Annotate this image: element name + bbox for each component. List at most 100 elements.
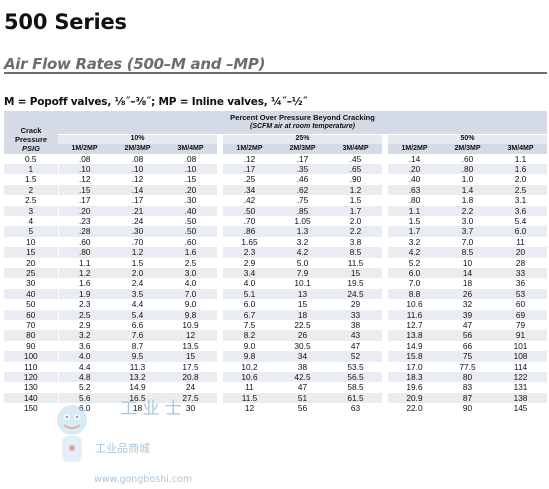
- pressure-cell: 70: [4, 320, 59, 331]
- table-row: 25 1.2 2.0 3.0 3.4 7.9 15 6.0 14 33: [4, 267, 547, 279]
- pressure-cell: 120: [4, 372, 59, 383]
- section-subtitle: Air Flow Rates (500–M and –MP): [4, 55, 266, 73]
- flow-cell: 10.6: [406, 299, 423, 310]
- flow-cell: .08: [78, 153, 91, 164]
- pressure-cell: 0.5: [4, 153, 59, 164]
- flow-cell: 4.2: [388, 247, 441, 258]
- flow-cell: 2.5: [494, 184, 547, 196]
- flow-cell: .46: [296, 174, 309, 185]
- flow-cell: 38: [350, 320, 361, 330]
- flow-cell: 1.5: [408, 215, 421, 226]
- flow-cell: 91: [494, 330, 547, 341]
- table-row: 110 4.4 11.3 17.5 10.2 38 53.5 17.0 77.5 114: [4, 361, 547, 373]
- pressure-cell: 10: [4, 236, 59, 248]
- flow-cell: .08: [184, 153, 197, 164]
- column-header: 3M/4MP: [164, 143, 217, 154]
- flow-cell: 1.6: [164, 247, 217, 258]
- flow-cell: .20: [58, 205, 111, 216]
- flow-cell: .20: [388, 163, 441, 175]
- flow-cell: 2.0: [111, 267, 164, 279]
- pressure-cell: 4: [4, 215, 59, 227]
- flow-cell: 6.6: [131, 320, 144, 330]
- pressure-cell: 20: [4, 257, 59, 268]
- table-row: 10 .60 .70 .60 1.65 3.2 3.8 3.2 7.0 11: [4, 236, 547, 248]
- flow-cell: 58.5: [347, 382, 364, 393]
- flow-cell: 2.0: [349, 215, 362, 226]
- column-header: 1M/2MP: [223, 143, 276, 154]
- flow-cell: .30: [111, 226, 164, 237]
- flow-cell: 75: [441, 351, 494, 362]
- flow-cell: .90: [349, 174, 362, 185]
- flow-cell: 1.6: [78, 278, 91, 289]
- flow-cell: .24: [131, 215, 144, 226]
- flow-cell: 13.5: [182, 340, 199, 351]
- flow-cell: 5.2: [408, 257, 421, 268]
- crack-pressure-header: Crack Pressure PSIG: [4, 111, 58, 154]
- flow-cell: 18: [132, 403, 143, 414]
- flow-cell: 2.9: [243, 257, 256, 268]
- flow-cell: .17: [223, 163, 276, 175]
- table-row: 100 4.0 9.5 15 9.8 34 52 15.8 75 108: [4, 351, 547, 362]
- flow-cell: 11: [245, 382, 254, 393]
- flow-cell: .15: [184, 174, 197, 185]
- pressure-cell: 100: [4, 351, 59, 362]
- crack-label: Crack: [20, 125, 42, 135]
- flow-cell: 3.2: [296, 236, 309, 247]
- flow-cell: 122: [494, 372, 547, 383]
- flow-cell: 42.5: [276, 372, 329, 383]
- flow-cell: 32: [462, 299, 473, 310]
- flow-cell: 13.2: [111, 372, 164, 383]
- flow-cell: 27.5: [164, 392, 217, 404]
- flow-cell: 1.1: [78, 257, 91, 268]
- table-row: 20 1.1 1.5 2.5 2.9 5.0 11.5 5.2 10 28: [4, 257, 547, 268]
- group-10-header: 10%: [58, 133, 217, 144]
- flow-cell: 19.6: [406, 382, 423, 393]
- flow-cell: .08: [131, 153, 144, 164]
- flow-cell: 138: [494, 392, 547, 404]
- column-header: 2M/3MP: [441, 143, 494, 154]
- flow-cell: 4.0: [58, 351, 111, 362]
- flow-cell: 36: [515, 278, 526, 289]
- flow-cell: 80: [441, 372, 494, 383]
- flow-cell: 5.4: [111, 309, 164, 320]
- flow-cell: .17: [78, 195, 91, 206]
- table-row: 4 .23 .24 .50 .70 1.05 2.0 1.5 3.0 5.4: [4, 215, 547, 227]
- pressure-cell: 25: [4, 267, 59, 279]
- flow-cell: .21: [111, 205, 164, 216]
- flow-cell: 10.6: [223, 372, 276, 383]
- flow-cell: 11.5: [347, 257, 364, 268]
- flow-cell: 1.65: [241, 236, 258, 247]
- flow-cell: 15: [329, 267, 382, 279]
- flow-cell: 9.0: [184, 299, 197, 310]
- flow-cell: 2.2: [329, 226, 382, 237]
- flow-cell: 12: [244, 403, 255, 414]
- flow-cell: 10.9: [182, 320, 199, 330]
- column-header: 1M/2MP: [388, 143, 441, 154]
- flow-cell: .80: [408, 195, 421, 206]
- flow-cell: 47: [297, 382, 308, 393]
- flow-cell: .15: [58, 184, 111, 196]
- flow-cell: 9.5: [111, 351, 164, 362]
- flow-cell: 39: [441, 309, 494, 320]
- flow-cell: 6.0: [494, 226, 547, 237]
- flow-cell: 10: [462, 257, 473, 268]
- table-body: 0.5.08.08.08.12.17.45.14.60 1.1 1.10.10.10…: [4, 153, 547, 414]
- flow-cell: .60: [78, 236, 91, 247]
- flow-cell: 1.9: [58, 288, 111, 300]
- flow-cell: .60: [461, 153, 474, 164]
- flow-cell: 4.0: [243, 278, 256, 289]
- flow-cell: 2.0: [514, 174, 527, 185]
- flow-cell: 9.8: [164, 309, 217, 320]
- flow-cell: 3.5: [111, 288, 164, 300]
- table-row: 130 5.2 14.9 24 11 47 58.5 19.6 83 131: [4, 382, 547, 393]
- flow-cell: 1.5: [131, 257, 144, 268]
- flow-cell: 3.8: [349, 236, 362, 247]
- flow-cell: .34: [223, 184, 276, 196]
- flow-cell: 17.0: [406, 361, 423, 372]
- pressure-cell: 80: [4, 330, 59, 341]
- column-header: 3M/4MP: [494, 143, 547, 154]
- column-header: 2M/3MP: [276, 143, 329, 154]
- flow-cell: 53.5: [347, 361, 364, 372]
- table-row: 150 6.0 18 30 12 56 63 22.0 90 145: [4, 403, 547, 414]
- flow-cell: 4.8: [58, 372, 111, 383]
